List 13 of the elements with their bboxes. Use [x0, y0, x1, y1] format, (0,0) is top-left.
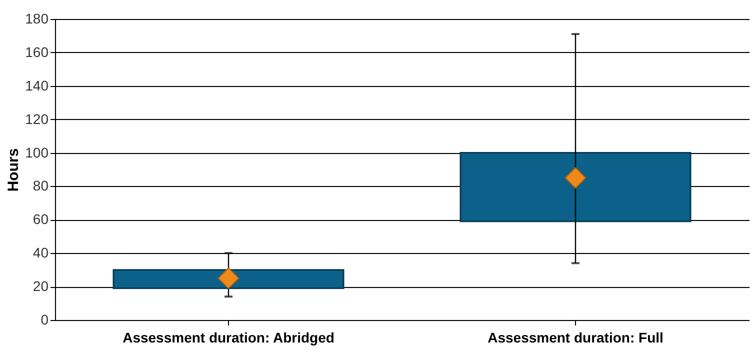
x-tick-label: Assessment duration: Abridged [122, 330, 334, 346]
y-tick-label: 120 [25, 110, 49, 127]
y-tick-label: 140 [25, 77, 49, 94]
y-tick-label: 80 [32, 178, 49, 194]
y-tick-label: 40 [32, 244, 49, 261]
y-tick-label: 0 [40, 312, 49, 328]
y-tick-label: 180 [25, 10, 49, 26]
y-tick-label: 60 [32, 211, 49, 228]
y-tick-label: 20 [32, 278, 49, 294]
y-tick-label: 100 [25, 144, 49, 160]
y-tick-label: 160 [25, 44, 49, 60]
y-axis-title: Hours [5, 148, 22, 192]
x-tick-label: Assessment duration: Full [488, 330, 664, 346]
